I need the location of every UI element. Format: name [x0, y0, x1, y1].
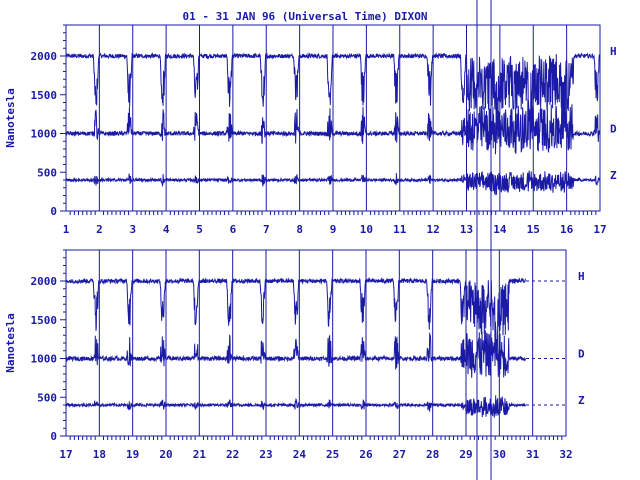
x-tick-label: 10 — [360, 223, 373, 236]
chart-title: 01 - 31 JAN 96 (Universal Time) DIXON — [182, 10, 427, 23]
series-label-z: Z — [578, 394, 585, 407]
y-tick-label: 1500 — [31, 89, 58, 102]
x-tick-label: 11 — [393, 223, 407, 236]
y-axis-label: Nanotesla — [4, 88, 17, 148]
series-trace-z — [65, 395, 527, 418]
y-tick-label: 0 — [50, 205, 57, 218]
x-tick-label: 27 — [393, 448, 406, 461]
y-tick-label: 500 — [37, 391, 57, 404]
panel-top: 1 2 3 4 5 6 7 8 9 10 11 12 13 14 15 16 17050010001500200… — [4, 24, 617, 236]
series-label-d: D — [610, 123, 617, 136]
x-tick-label: 7 — [263, 223, 270, 236]
x-tick-label: 18 — [93, 448, 106, 461]
y-tick-label: 1000 — [31, 128, 58, 141]
x-tick-label: 1 — [63, 223, 70, 236]
x-tick-label: 17 — [593, 223, 606, 236]
panel-bottom: 17 18 19 20 21 22 23 24 25 26 27 28 29 30 31 32 0 500 1000… — [4, 249, 585, 461]
x-tick-label: 16 — [560, 223, 574, 236]
y-tick-label: 2000 — [31, 275, 58, 288]
series-trace-d — [65, 87, 601, 155]
x-tick-label: 12 — [427, 223, 440, 236]
x-tick-label: 28 — [426, 448, 439, 461]
x-tick-label: 25 — [326, 448, 339, 461]
x-tick-label: 15 — [527, 223, 540, 236]
x-tick-label: 22 — [226, 448, 239, 461]
x-tick-label: 23 — [259, 448, 272, 461]
x-tick-label: 13 — [460, 223, 473, 236]
x-tick-label: 5 — [196, 223, 203, 236]
x-tick-label: 32 — [559, 448, 572, 461]
crosshair-cursor — [476, 0, 492, 480]
x-tick-label: 21 — [193, 448, 207, 461]
y-axis-label: Nanotesla — [4, 313, 17, 373]
y-tick-label: 0 — [50, 430, 57, 443]
series-label-h: H — [610, 45, 617, 58]
x-tick-label: 6 — [230, 223, 237, 236]
x-tick-label: 14 — [493, 223, 507, 236]
x-tick-label: 29 — [459, 448, 472, 461]
series-label-h: H — [578, 270, 585, 283]
x-tick-label: 19 — [126, 448, 139, 461]
x-tick-label: 3 — [129, 223, 136, 236]
y-tick-label: 1000 — [31, 353, 58, 366]
series-label-z: Z — [610, 169, 617, 182]
series-label-d: D — [578, 348, 585, 361]
y-tick-label: 1500 — [31, 314, 58, 327]
x-tick-label: 20 — [159, 448, 172, 461]
x-tick-label: 2 — [96, 223, 103, 236]
x-tick-label: 31 — [526, 448, 540, 461]
x-tick-label: 26 — [359, 448, 373, 461]
series-trace-h — [65, 277, 527, 359]
x-tick-label: 24 — [293, 448, 307, 461]
x-tick-label: 30 — [493, 448, 506, 461]
series-trace-d — [65, 321, 527, 378]
y-tick-label: 500 — [37, 166, 57, 179]
series-trace-h — [65, 52, 601, 150]
x-tick-label: 9 — [330, 223, 337, 236]
x-tick-label: 4 — [163, 223, 170, 236]
x-tick-label: 17 — [59, 448, 72, 461]
x-tick-label: 8 — [296, 223, 303, 236]
y-tick-label: 2000 — [31, 50, 58, 63]
series-trace-z — [65, 170, 601, 196]
